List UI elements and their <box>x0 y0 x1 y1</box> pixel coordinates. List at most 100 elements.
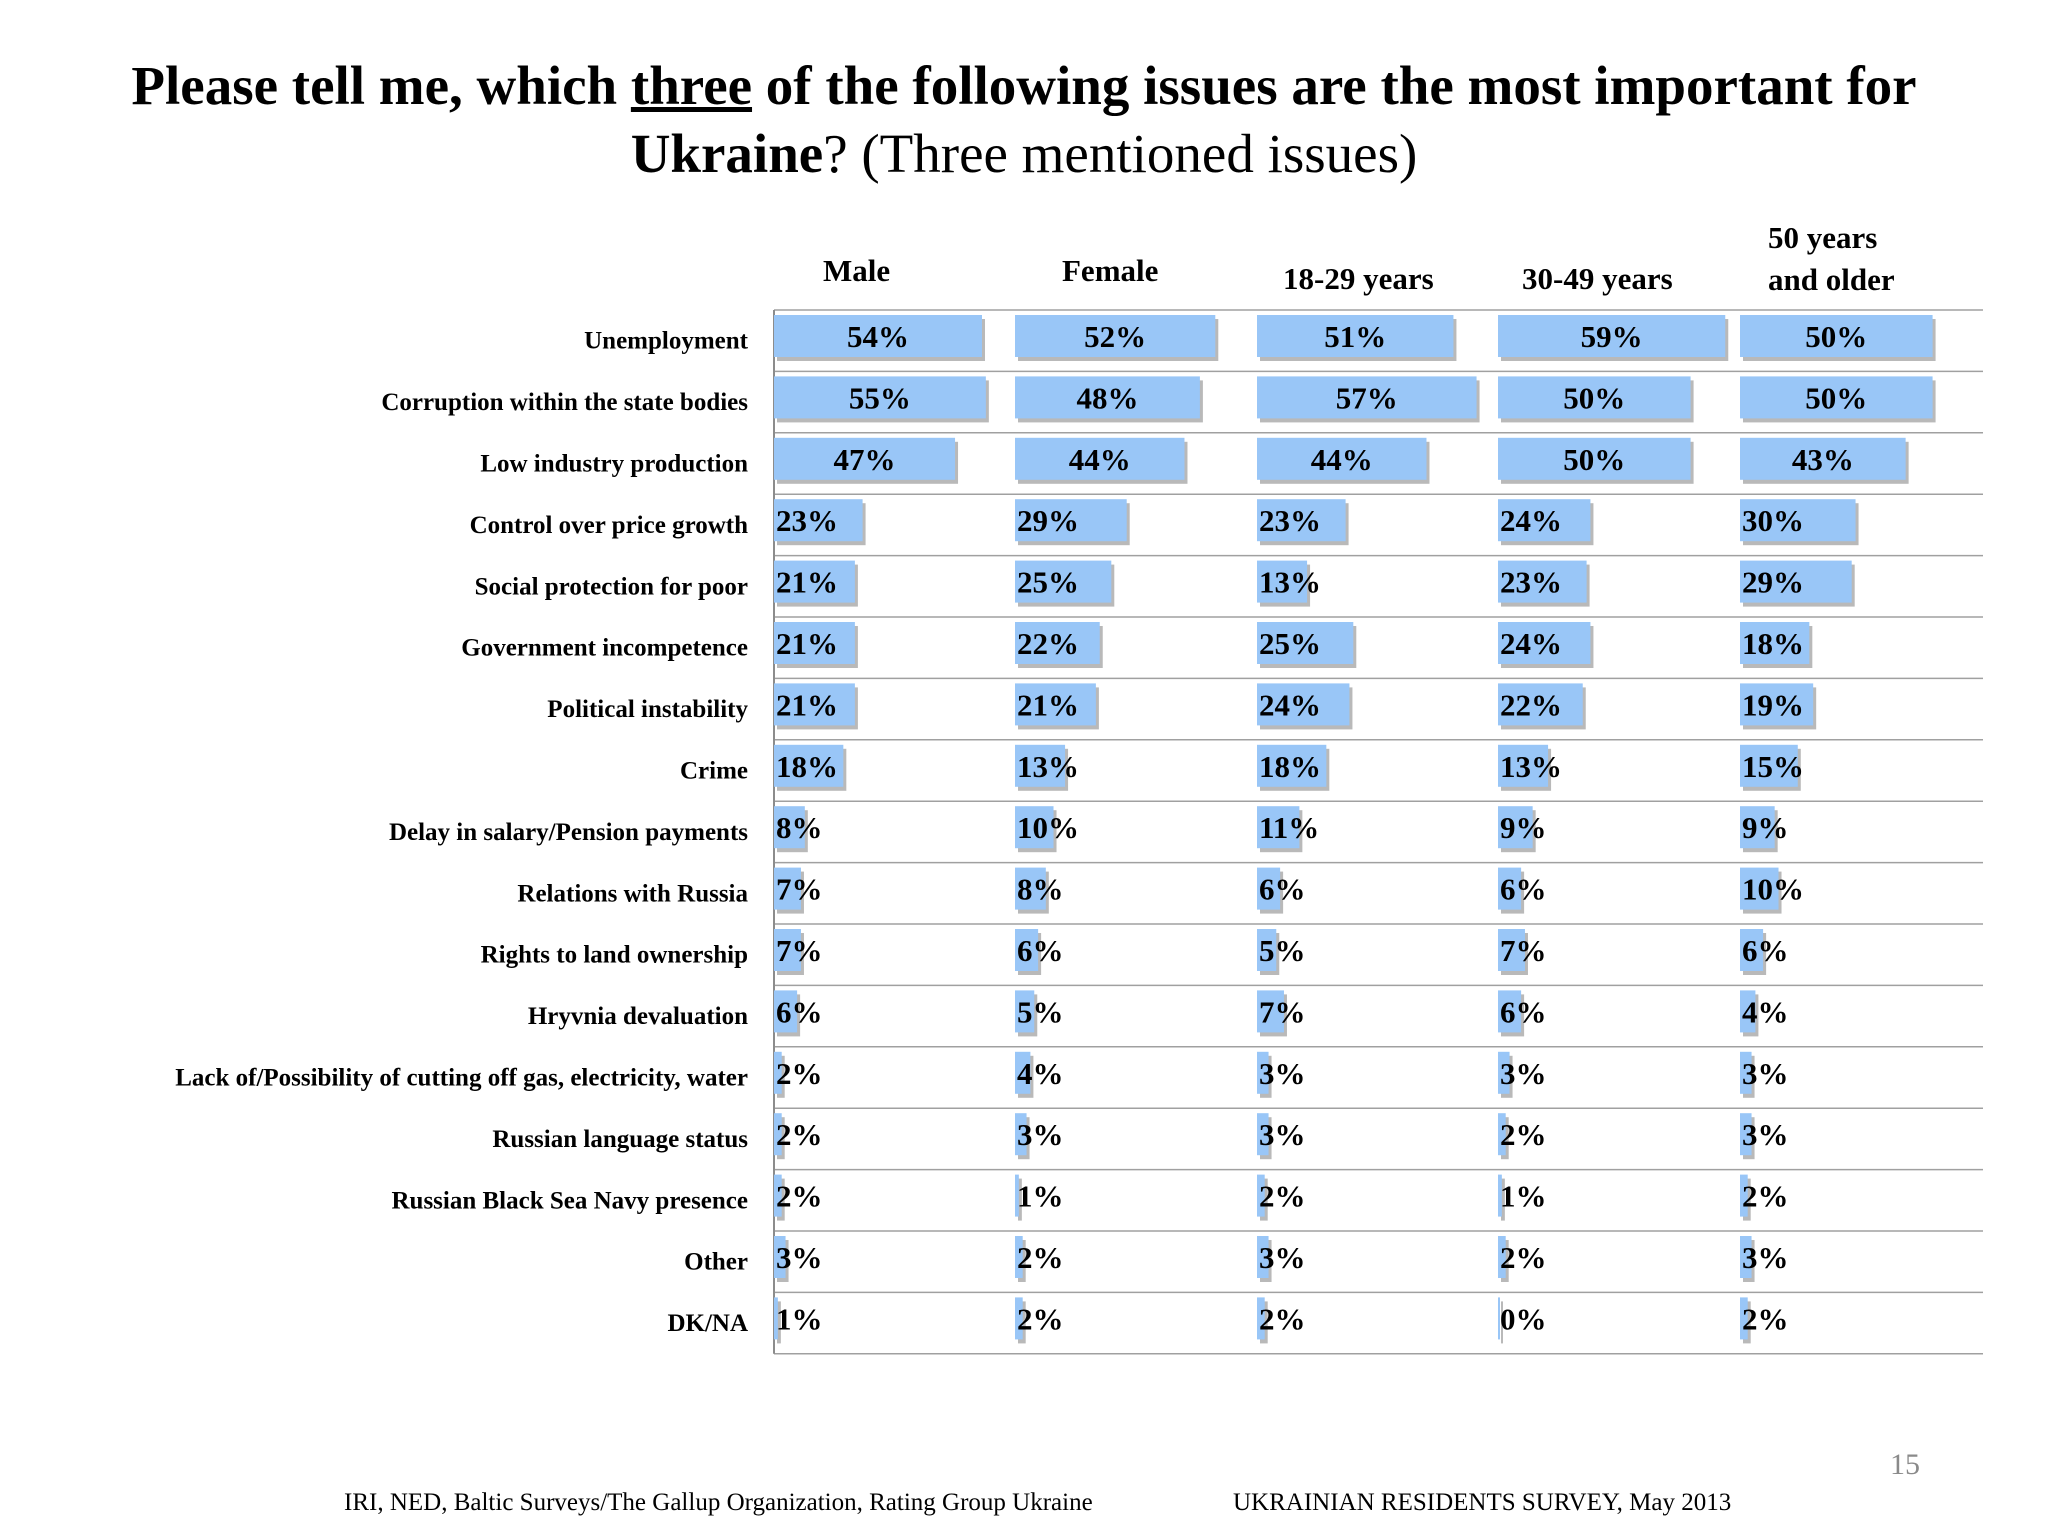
bar <box>1015 744 1066 787</box>
series-header: and older <box>1768 262 1895 297</box>
bar <box>1015 1297 1023 1340</box>
value-label: 18% <box>776 749 838 784</box>
value-label: 2% <box>1259 1301 1306 1336</box>
bar <box>1498 744 1549 787</box>
value-label: 21% <box>776 565 838 600</box>
bar <box>1015 683 1096 726</box>
bar <box>1257 437 1427 480</box>
value-label: 18% <box>1259 749 1321 784</box>
value-label: 2% <box>1017 1301 1064 1336</box>
value-label: 3% <box>1742 1056 1789 1091</box>
category-label: Crime <box>680 758 748 785</box>
category-label: DK/NA <box>667 1310 748 1337</box>
bar <box>1015 1236 1023 1278</box>
category-label: Low industry production <box>480 451 748 478</box>
bar <box>1740 867 1779 910</box>
value-label: 22% <box>1500 687 1562 722</box>
value-label: 24% <box>1500 626 1562 661</box>
series-header: 18-29 years <box>1283 261 1434 296</box>
bar <box>1498 437 1691 480</box>
value-label: 3% <box>1259 1240 1306 1275</box>
value-label: 24% <box>1500 503 1562 538</box>
bar <box>774 1174 782 1217</box>
value-label: 2% <box>1500 1117 1547 1152</box>
value-label: 10% <box>1742 872 1804 907</box>
bar <box>1498 1174 1502 1217</box>
category-label: Russian language status <box>492 1126 748 1153</box>
value-label: 9% <box>1742 810 1789 845</box>
bar <box>1498 315 1726 357</box>
bar <box>1257 990 1284 1033</box>
bar <box>1257 1174 1265 1217</box>
bar <box>774 1236 786 1278</box>
value-label: 6% <box>776 994 823 1029</box>
value-label: 13% <box>1500 749 1562 784</box>
value-label: 1% <box>1500 1179 1547 1214</box>
bar <box>1257 499 1346 542</box>
bar <box>774 683 855 726</box>
title-underlined-word: three <box>630 55 753 116</box>
category-label: Lack of/Possibility of cutting off gas, … <box>175 1065 748 1092</box>
value-label: 5% <box>1017 994 1064 1029</box>
value-label: 30% <box>1742 503 1804 538</box>
bar-shadow <box>1018 1178 1022 1221</box>
category-label: Social protection for poor <box>475 573 748 600</box>
value-label: 48% <box>1076 380 1138 415</box>
bar <box>1015 990 1035 1033</box>
value-label: 44% <box>1069 442 1131 477</box>
bar <box>774 990 798 1033</box>
bar <box>1015 929 1039 971</box>
category-label: Other <box>684 1249 748 1276</box>
bar <box>1740 560 1852 603</box>
value-label: 3% <box>1742 1240 1789 1275</box>
value-label: 6% <box>1500 872 1547 907</box>
value-label: 6% <box>1742 933 1789 968</box>
value-label: 3% <box>1017 1117 1064 1152</box>
bar <box>1015 1174 1019 1217</box>
value-label: 7% <box>1500 933 1547 968</box>
bar <box>1498 1236 1506 1278</box>
value-label: 23% <box>1500 565 1562 600</box>
bar <box>774 376 986 419</box>
value-label: 18% <box>1742 626 1804 661</box>
value-label: 50% <box>1563 442 1625 477</box>
value-label: 0% <box>1500 1301 1547 1336</box>
value-label: 59% <box>1581 319 1643 354</box>
value-label: 2% <box>776 1117 823 1152</box>
bar <box>1740 1113 1752 1156</box>
value-label: 7% <box>776 933 823 968</box>
bar <box>774 560 855 603</box>
value-label: 1% <box>776 1301 823 1336</box>
value-label: 2% <box>1742 1301 1789 1336</box>
bar <box>774 622 855 664</box>
bar <box>1257 376 1477 419</box>
value-label: 2% <box>1500 1240 1547 1275</box>
bar <box>774 1051 782 1094</box>
value-label: 4% <box>1742 994 1789 1029</box>
bar <box>774 315 982 357</box>
value-label: 11% <box>1259 810 1319 845</box>
bar-shadow <box>777 1301 781 1344</box>
value-label: 6% <box>1500 994 1547 1029</box>
survey-note: UKRAINIAN RESIDENTS SURVEY, May 2013 <box>1233 1489 1732 1516</box>
value-label: 2% <box>776 1056 823 1091</box>
category-label: Unemployment <box>584 328 749 355</box>
bar <box>1498 990 1522 1033</box>
bar <box>1257 622 1354 664</box>
value-label: 13% <box>1259 565 1321 600</box>
value-label: 13% <box>1017 749 1079 784</box>
category-label: Russian Black Sea Navy presence <box>391 1187 748 1214</box>
value-label: 2% <box>1742 1179 1789 1214</box>
value-label: 5% <box>1259 933 1306 968</box>
bar <box>1015 622 1100 664</box>
bar <box>1740 622 1810 664</box>
value-label: 50% <box>1805 319 1867 354</box>
bar <box>1257 1297 1265 1340</box>
bar <box>1257 683 1350 726</box>
bar <box>774 499 863 542</box>
value-label: 6% <box>1259 872 1306 907</box>
bar <box>1015 1051 1031 1094</box>
category-label: Hryvnia devaluation <box>528 1003 748 1030</box>
value-label: 52% <box>1084 319 1146 354</box>
value-label: 6% <box>1017 933 1064 968</box>
